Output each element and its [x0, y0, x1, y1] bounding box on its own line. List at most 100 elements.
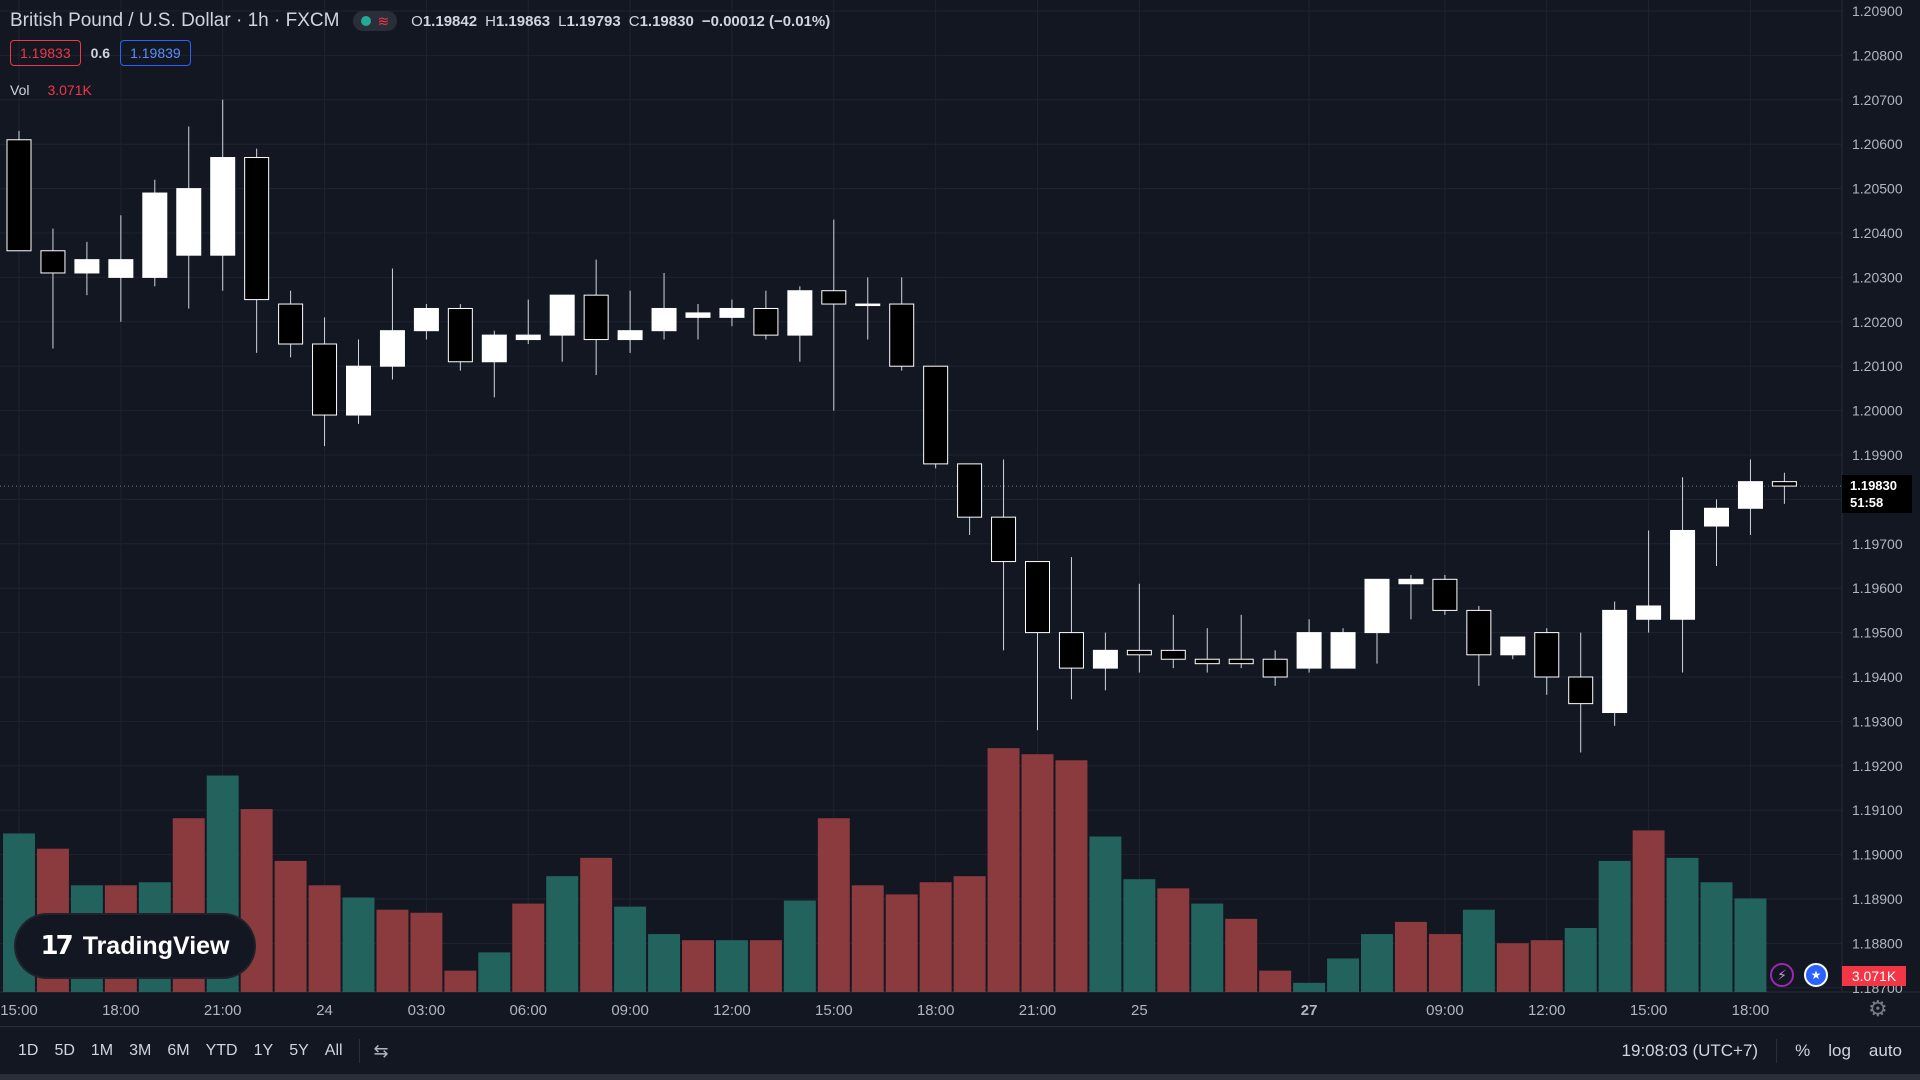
- price-tick-label: 1.20100: [1852, 358, 1903, 374]
- range-3m-button[interactable]: 3M: [129, 1042, 152, 1059]
- go-to-date-icon[interactable]: ⇆: [373, 1040, 389, 1061]
- candle-body: [312, 343, 338, 416]
- volume-bar: [1496, 943, 1529, 992]
- candle-body: [923, 365, 949, 465]
- quote-row: 1.19833 0.6 1.19839: [10, 40, 191, 66]
- date-range-buttons: 1D 5D 1M 3M 6M YTD 1Y 5Y All: [0, 1036, 349, 1066]
- candle-body: [40, 250, 66, 274]
- data-delay-icon: ≋: [377, 13, 390, 29]
- time-tick-label: 03:00: [408, 1002, 446, 1019]
- buy-button[interactable]: 1.19839: [120, 40, 191, 66]
- auto-scale-button[interactable]: auto: [1868, 1041, 1902, 1060]
- volume-bar: [817, 818, 850, 992]
- volume-bar: [1361, 934, 1393, 992]
- volume-bar: [1259, 970, 1292, 992]
- candle-body: [74, 259, 100, 274]
- candle-body: [957, 463, 983, 518]
- volume-bar: [1530, 940, 1563, 992]
- candle-body: [991, 516, 1017, 563]
- volume-bar: [1564, 927, 1597, 992]
- volume-bar: [274, 860, 307, 992]
- range-5y-button[interactable]: 5Y: [289, 1042, 309, 1059]
- volume-bar: [648, 934, 681, 992]
- volume-bar: [308, 885, 341, 992]
- candle-body: [1466, 609, 1492, 656]
- candle-body: [719, 307, 745, 318]
- time-tick-label: 09:00: [1426, 1002, 1464, 1019]
- candle-body: [1670, 529, 1696, 620]
- candle-body: [1058, 632, 1084, 669]
- bar-countdown: 51:58: [1850, 495, 1884, 510]
- market-status-pill[interactable]: ≋: [353, 11, 398, 31]
- volume-bar: [1632, 830, 1665, 992]
- volume-bar: [1021, 754, 1054, 992]
- candle-body: [1500, 636, 1526, 656]
- price-tick-label: 1.19500: [1852, 625, 1903, 641]
- percent-scale-button[interactable]: %: [1795, 1041, 1811, 1060]
- price-tick-label: 1.19700: [1852, 536, 1903, 552]
- volume-bar: [1462, 909, 1495, 992]
- range-1d-button[interactable]: 1D: [18, 1042, 39, 1059]
- volume-bar: [1225, 918, 1258, 992]
- time-tick-label: 21:00: [1019, 1002, 1057, 1019]
- volume-bar: [1157, 888, 1190, 992]
- bottom-strip: [0, 1074, 1920, 1080]
- price-tick-label: 1.19600: [1852, 580, 1903, 596]
- tradingview-logo[interactable]: 17 TradingView: [16, 915, 254, 977]
- volume-legend[interactable]: Vol 3.071K: [10, 82, 92, 98]
- range-ytd-button[interactable]: YTD: [205, 1042, 238, 1059]
- volume-bar: [783, 900, 816, 992]
- range-1y-button[interactable]: 1Y: [253, 1042, 274, 1059]
- market-open-icon: [361, 16, 372, 26]
- volume-bar: [478, 952, 511, 992]
- flash-icon[interactable]: ⚡: [1770, 963, 1794, 987]
- range-1m-button[interactable]: 1M: [90, 1042, 114, 1059]
- price-tick-label: 1.20300: [1852, 269, 1903, 285]
- candle-body: [1568, 676, 1594, 705]
- log-scale-button[interactable]: log: [1828, 1041, 1851, 1060]
- candle-body: [821, 290, 847, 305]
- spread-value: 0.6: [90, 45, 111, 61]
- candle-body: [1771, 481, 1797, 487]
- volume-bar: [1394, 921, 1427, 992]
- us-flag-icon[interactable]: ★: [1804, 963, 1828, 987]
- candle-body: [1398, 578, 1424, 585]
- time-tick-label: 18:00: [917, 1002, 955, 1019]
- volume-bar: [376, 909, 409, 992]
- candle-body: [108, 259, 134, 278]
- volume-bar: [1428, 934, 1461, 992]
- time-tick-label: 12:00: [713, 1002, 751, 1019]
- price-tick-label: 1.20700: [1852, 92, 1903, 108]
- candle-body: [549, 294, 575, 336]
- sell-button[interactable]: 1.19833: [10, 40, 81, 66]
- range-5d-button[interactable]: 5D: [54, 1042, 75, 1059]
- candle-body: [481, 334, 507, 363]
- symbol-title[interactable]: British Pound / U.S. Dollar · 1h · FXCM: [10, 10, 340, 31]
- range-all-button[interactable]: All: [324, 1042, 343, 1059]
- candle-body: [855, 303, 881, 307]
- time-tick-label: 18:00: [102, 1002, 140, 1019]
- volume-bar: [1123, 879, 1156, 992]
- candle-body: [889, 303, 915, 367]
- candle-body: [413, 307, 439, 332]
- candle-body: [1092, 649, 1118, 669]
- clock[interactable]: 19:08:03 (UTC+7): [1621, 1041, 1759, 1060]
- candle-body: [787, 290, 813, 336]
- candle-body: [1534, 632, 1560, 678]
- volume-bar: [444, 970, 477, 992]
- range-6m-button[interactable]: 6M: [167, 1042, 190, 1059]
- volume-bar: [919, 882, 952, 992]
- candle-body: [753, 307, 779, 336]
- candle-body: [1025, 561, 1050, 634]
- toolbar-divider: [1776, 1039, 1778, 1063]
- candle-body: [142, 192, 168, 278]
- volume-value: 3.071K: [47, 82, 92, 98]
- time-tick-label: 24: [316, 1002, 333, 1019]
- gear-icon[interactable]: ⚙: [1868, 996, 1888, 1021]
- volume-bar: [342, 897, 375, 992]
- time-tick-label: 12:00: [1528, 1002, 1566, 1019]
- candle-body: [617, 330, 643, 341]
- candle-body: [1262, 658, 1288, 678]
- volume-bar: [885, 894, 918, 992]
